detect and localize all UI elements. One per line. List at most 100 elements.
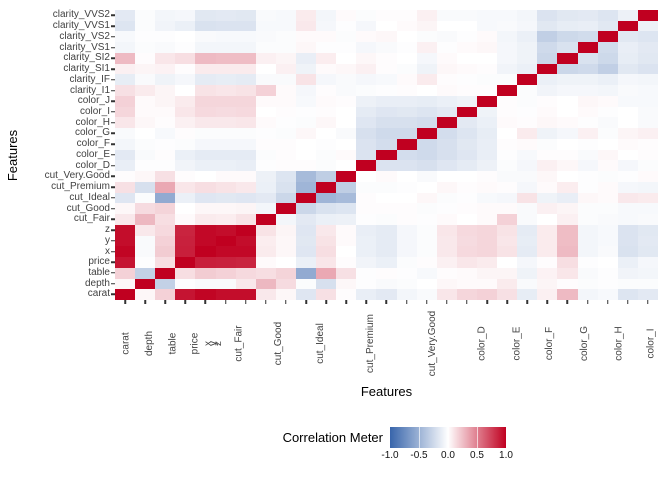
heatmap-cell [537,31,558,43]
x-tick-label: cut_Good [272,321,284,365]
heatmap-cell [275,267,296,279]
heatmap-cell [617,203,638,215]
heatmap-cell [617,63,638,75]
heatmap-cell [235,181,256,193]
heatmap-cell [617,117,638,129]
heatmap-cell [537,10,558,21]
heatmap-cell [537,224,558,236]
heatmap-cell [115,20,136,32]
heatmap-cell [316,63,337,75]
heatmap-cell [436,235,457,247]
heatmap-cell [115,117,136,129]
heatmap-cell [537,289,558,300]
heatmap-cell [517,63,538,75]
heatmap-cell [235,52,256,64]
heatmap-cell [456,20,477,32]
x-tick-label: cut_Fair [233,324,245,362]
heatmap-cell [155,192,176,204]
heatmap-cell [295,10,317,21]
heatmap-cell [557,246,578,258]
heatmap-cell [155,128,176,139]
heatmap-cell [336,224,357,236]
heatmap-cell [356,20,377,32]
heatmap-cell [275,85,296,96]
heatmap-cell [537,267,558,279]
heatmap-cell [577,246,598,258]
heatmap-cell [235,106,256,118]
heatmap-cell [195,42,216,53]
heatmap-cell [517,138,538,150]
heatmap-cell [537,106,558,118]
heatmap-cell [557,52,578,64]
heatmap-cell [115,138,136,150]
heatmap-cell [195,149,216,161]
heatmap-cell [376,138,397,150]
heatmap-cell [215,85,236,96]
heatmap-cell [416,128,437,139]
heatmap-cell [175,31,196,43]
heatmap-cell [235,149,256,161]
heatmap-cell [476,267,498,279]
heatmap-cell [517,224,538,236]
heatmap-cell [617,85,638,96]
heatmap-cell [577,181,598,193]
heatmap-cell [476,128,498,139]
legend-tick-label: -1.0 [381,450,399,461]
heatmap-cell [295,289,317,300]
heatmap-cell [436,289,457,300]
heatmap-cell [155,52,176,64]
heatmap-cell [275,149,296,161]
heatmap-cell [476,203,498,215]
heatmap-cell [517,267,538,279]
heatmap-cell [537,160,558,172]
heatmap-cell [356,214,377,225]
heatmap-cell [376,128,397,139]
heatmap-cell [295,52,317,64]
heatmap-cell [497,95,518,107]
heatmap-cell [356,289,377,300]
heatmap-cell [115,257,136,268]
heatmap-cell [295,203,317,215]
heatmap-cell [195,203,216,215]
heatmap-cell [557,214,578,225]
heatmap-cell [637,128,658,139]
heatmap-cell [316,257,337,268]
heatmap-cell [557,278,578,290]
heatmap-cell [356,138,377,150]
heatmap-cell [376,235,397,247]
heatmap-cell [617,267,638,279]
heatmap-cell [295,214,317,225]
y-tick-label: depth [84,277,110,289]
heatmap-cell [376,42,397,53]
heatmap-cell [175,106,196,118]
heatmap-cell [497,74,518,86]
heatmap-cell [456,63,477,75]
heatmap-cell [356,117,377,129]
heatmap-cell [376,20,397,32]
heatmap-cell [476,192,498,204]
heatmap-cell [497,203,518,215]
heatmap-cell [215,214,236,225]
heatmap-cell [537,203,558,215]
heatmap-cell [135,31,156,43]
heatmap-cell [637,106,658,118]
heatmap-cell [115,52,136,64]
heatmap-cell [135,235,156,247]
heatmap-cell [275,181,296,193]
y-tick-label: color_F [76,138,110,150]
heatmap-cell [557,235,578,247]
y-tick-label: x [105,245,110,257]
heatmap-cell [295,20,317,32]
heatmap-cell [115,42,136,53]
heatmap-cell [436,128,457,139]
heatmap-cell [637,181,658,193]
heatmap-cell [215,31,236,43]
y-tick-label: clarity_SI1 [63,63,110,75]
x-tick-label: color_I [645,327,657,359]
heatmap-cell [376,257,397,268]
heatmap-cell [115,85,136,96]
heatmap-cell [637,63,658,75]
x-tick-label: color_G [578,325,590,361]
heatmap-cell [436,85,457,96]
heatmap-cell [336,267,357,279]
